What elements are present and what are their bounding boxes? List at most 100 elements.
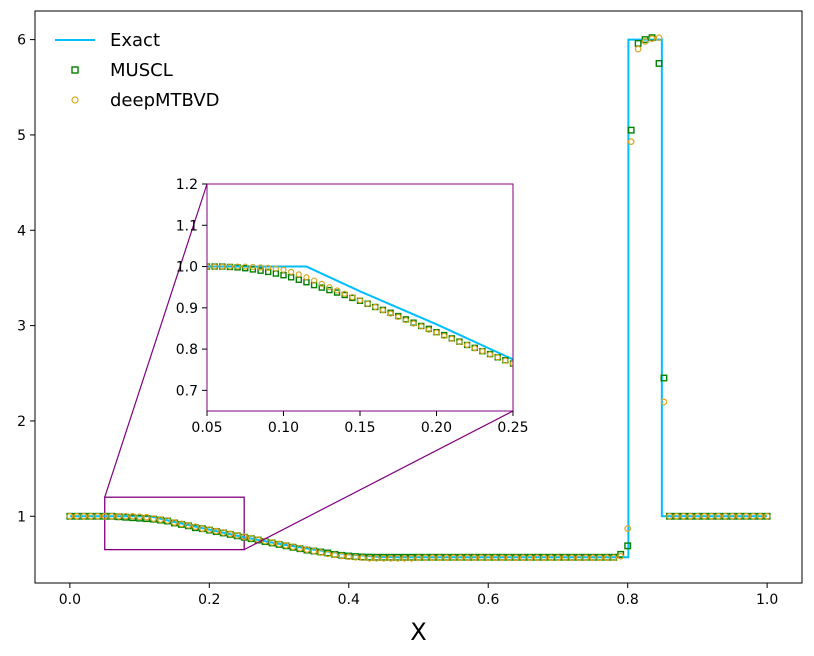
main-deepmtbvd-point — [73, 512, 81, 520]
inset-deepmtbvd-point — [395, 313, 402, 320]
main-deepmtbvd-point — [735, 512, 743, 520]
main-deepmtbvd-point — [603, 554, 611, 562]
inset-deepmtbvd-point — [326, 284, 333, 291]
main-deepmtbvd-point — [192, 523, 199, 531]
main-deepmtbvd-point — [275, 540, 283, 548]
inset-deepmtbvd-point — [356, 297, 364, 304]
main-deepmtbvd-point — [380, 554, 387, 562]
zoom-connectors — [104, 183, 514, 551]
inset-deepmtbvd-point — [234, 263, 241, 270]
main-x-tick-label: 0.0 — [59, 592, 81, 608]
main-deepmtbvd-point — [484, 554, 492, 562]
main-deepmtbvd-point — [387, 554, 394, 562]
main-y-tick-label: 1 — [17, 509, 26, 525]
inset-deepmtbvd-point — [295, 271, 302, 278]
main-deepmtbvd-point — [634, 45, 642, 53]
main-deepmtbvd-point — [498, 554, 506, 562]
main-deepmtbvd-point — [436, 554, 443, 562]
main-x-tick-label: 0.8 — [617, 592, 639, 608]
main-deepmtbvd-point — [247, 534, 255, 542]
main-deepmtbvd-point — [296, 544, 304, 552]
inset-muscl-point — [265, 268, 272, 276]
main-deepmtbvd-point — [763, 512, 771, 520]
legend: Exact MUSCL deepMTBVD — [55, 30, 220, 111]
main-deepmtbvd-point — [554, 554, 562, 562]
inset-deepmtbvd-point — [433, 329, 440, 336]
inset-deepmtbvd-point — [349, 293, 356, 301]
main-deepmtbvd-point — [701, 512, 708, 520]
inset-muscl-point — [318, 284, 325, 291]
main-deepmtbvd-point — [547, 554, 555, 562]
inset-deepmtbvd-point — [372, 303, 379, 311]
main-deepmtbvd-point — [80, 512, 88, 520]
inset-deepmtbvd-point — [379, 307, 387, 314]
inset-deepmtbvd-point — [364, 300, 371, 307]
inset-deepmtbvd-point — [207, 263, 211, 270]
main-deepmtbvd-point — [749, 512, 757, 520]
inset-plot: 0.05 0.10 0.15 0.20 0.25 0.7 0.8 0.9 1.0 1.1 1.2 — [176, 177, 529, 436]
main-deepmtbvd-point — [219, 529, 227, 536]
main-deepmtbvd-point — [324, 550, 332, 558]
main-muscl-point — [627, 126, 635, 134]
inset-x-tick-label: 0.05 — [191, 420, 222, 436]
main-deepmtbvd-point — [721, 512, 729, 520]
inset-deepmtbvd-point — [502, 357, 509, 364]
inset-muscl-point — [249, 266, 257, 273]
inset-y-tick-label: 0.8 — [176, 342, 198, 358]
inset-deepmtbvd-point — [280, 266, 287, 273]
main-deepmtbvd-point — [366, 554, 374, 562]
main-deepmtbvd-point — [742, 512, 750, 520]
inset-y-tick-label: 1.0 — [176, 260, 198, 276]
inset-deepmtbvd-point — [456, 338, 463, 346]
inset-deepmtbvd-point — [311, 277, 318, 284]
main-deepmtbvd-point — [728, 512, 736, 520]
inset-deepmtbvd-point — [272, 265, 279, 272]
main-deepmtbvd-point — [240, 533, 248, 541]
main-deepmtbvd-point — [648, 35, 656, 42]
main-deepmtbvd-point — [589, 554, 597, 562]
main-deepmtbvd-point — [596, 554, 604, 562]
main-deepmtbvd-point — [660, 398, 668, 406]
main-x-tick-label: 0.6 — [477, 592, 499, 608]
legend-label-muscl: MUSCL — [110, 60, 173, 81]
main-deepmtbvd-point — [150, 515, 157, 523]
main-deepmtbvd-point — [136, 513, 143, 521]
main-x-tick-label: 0.2 — [198, 592, 220, 608]
inset-y-tick-label: 1.2 — [176, 177, 198, 193]
main-deepmtbvd-point — [450, 554, 457, 562]
main-deepmtbvd-point — [331, 551, 339, 559]
main-deepmtbvd-point — [673, 512, 680, 520]
main-x-tick-label: 1.0 — [756, 592, 778, 608]
main-muscl-point — [624, 542, 632, 550]
main-deepmtbvd-point — [122, 512, 129, 520]
inset-deepmtbvd-point — [242, 263, 249, 270]
main-deepmtbvd-point — [491, 554, 499, 562]
inset-deepmtbvd-point — [249, 263, 256, 271]
main-deepmtbvd-point — [505, 554, 513, 562]
inset-deepmtbvd-point — [494, 354, 501, 361]
main-deepmtbvd-point — [198, 525, 206, 533]
main-deepmtbvd-point — [470, 554, 478, 562]
inset-y-tick-label: 0.9 — [176, 301, 198, 317]
main-deepmtbvd-point — [512, 554, 520, 562]
inset-y-tick-label: 0.7 — [176, 383, 198, 399]
inset-deepmtbvd-point — [333, 287, 341, 294]
main-deepmtbvd-point — [108, 512, 116, 520]
inset-deepmtbvd-point — [402, 317, 409, 324]
inset-deepmtbvd-point — [410, 320, 417, 327]
main-deepmtbvd-point — [540, 554, 548, 562]
inset-deepmtbvd-point — [387, 310, 394, 317]
legend-label-exact: Exact — [110, 30, 160, 51]
main-deepmtbvd-point — [178, 520, 185, 528]
main-deepmtbvd-point — [756, 512, 764, 520]
main-deepmtbvd-point — [94, 512, 102, 520]
inset-series-exact-line — [207, 265, 513, 361]
main-deepmtbvd-point — [666, 512, 673, 520]
legend-swatch-deepmtbvd — [71, 96, 79, 104]
main-series-exact-line — [69, 38, 768, 559]
main-deepmtbvd-point — [519, 554, 527, 562]
main-plot-area — [66, 34, 771, 562]
inset-deepmtbvd-point — [219, 263, 226, 270]
inset-deepmtbvd-point — [265, 264, 272, 271]
main-deepmtbvd-point — [345, 553, 353, 561]
